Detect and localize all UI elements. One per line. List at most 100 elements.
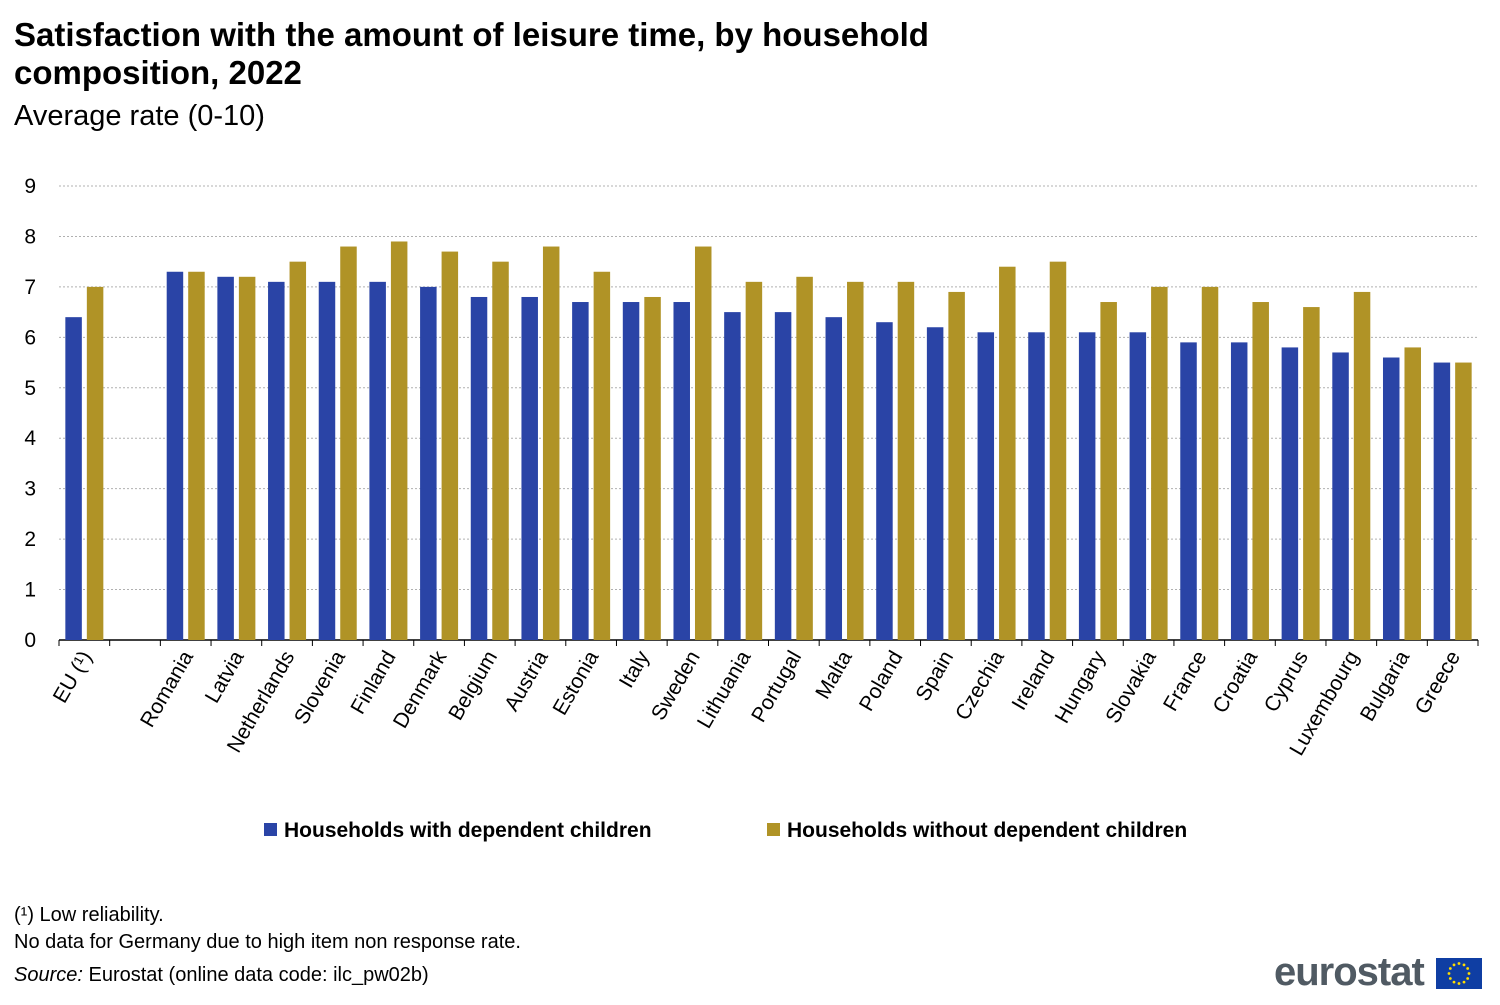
bar-without-children-malta: [847, 281, 864, 640]
y-tick-label-6: 6: [24, 326, 36, 349]
bar-with-children-hungary: [1078, 332, 1096, 640]
bar-with-children-slovakia: [1129, 332, 1147, 640]
x-category-label: Croatia: [1209, 647, 1263, 717]
bar-without-children-france: [1201, 286, 1219, 640]
bar-without-children-croatia: [1252, 302, 1269, 640]
flag-star-icon: [1462, 980, 1466, 984]
bar-without-children-poland: [897, 281, 915, 640]
x-category-label: Slovakia: [1101, 647, 1161, 728]
bar-without-children-italy: [644, 296, 661, 640]
legend: Households with dependent children House…: [0, 816, 1500, 846]
bar-with-children-slovenia: [318, 281, 336, 640]
bar-without-children-greece: [1455, 362, 1472, 640]
bar-without-children-finland: [390, 241, 408, 640]
x-category-label: Romania: [136, 647, 198, 732]
y-tick-label-1: 1: [24, 579, 36, 602]
source-text: Eurostat (online data code: ilc_pw02b): [82, 964, 429, 986]
y-tick-label-0: 0: [24, 629, 36, 652]
bar-with-children-eu-: [65, 317, 82, 640]
bar-without-children-lithuania: [745, 281, 763, 640]
flag-star-icon: [1466, 977, 1470, 980]
bar-without-children-czechia: [999, 266, 1016, 640]
x-category-label: Portugal: [747, 647, 806, 726]
bar-with-children-czechia: [977, 332, 995, 640]
x-category-label: Czechia: [951, 647, 1009, 724]
bar-without-children-austria: [542, 246, 560, 641]
bar-with-children-malta: [825, 317, 843, 640]
bar-without-children-hungary: [1100, 302, 1117, 640]
bar-with-children-spain: [926, 327, 944, 640]
flag-star-icon: [1457, 962, 1461, 965]
eurostat-logo-text: eurostat: [1274, 950, 1425, 994]
bar-with-children-italy: [622, 302, 640, 640]
legend-label-with-children: Households with dependent children: [284, 819, 652, 842]
eu-flag-icon: [1436, 958, 1482, 989]
x-category-label: Finland: [346, 647, 400, 718]
bar-with-children-latvia: [217, 276, 234, 640]
bar-with-children-luxembourg: [1332, 352, 1349, 640]
y-tick-label-8: 8: [24, 225, 36, 248]
flag-star-icon: [1448, 967, 1452, 970]
eurostat-logo: eurostat: [1274, 952, 1484, 992]
bar-with-children-netherlands: [268, 281, 285, 640]
x-category-label: Ireland: [1008, 647, 1060, 714]
y-tick-label-9: 9: [24, 175, 36, 198]
bar-with-children-romania: [166, 271, 184, 640]
chart-subtitle: Average rate (0-10): [14, 100, 265, 132]
x-category-label: Spain: [911, 647, 958, 705]
x-category-label: Cyprus: [1260, 647, 1313, 716]
bar-with-children-ireland: [1028, 332, 1045, 640]
bar-without-children-ireland: [1049, 261, 1067, 640]
bar-without-children-spain: [948, 291, 965, 640]
x-category-label: Malta: [811, 647, 857, 703]
bar-without-children-slovakia: [1151, 286, 1168, 640]
flag-star-icon: [1448, 977, 1452, 980]
flag-star-icon: [1457, 982, 1461, 985]
source-note: Source: Eurostat (online data code: ilc_…: [14, 962, 429, 988]
flag-star-icon: [1466, 967, 1470, 970]
x-category-label: Sweden: [647, 647, 705, 724]
y-tick-label-4: 4: [24, 427, 36, 450]
bar-with-children-croatia: [1230, 342, 1248, 640]
footnote-low-reliability: (¹) Low reliability.: [14, 904, 164, 926]
bar-without-children-netherlands: [289, 261, 307, 640]
bar-without-children-cyprus: [1303, 307, 1320, 640]
bar-with-children-estonia: [572, 302, 589, 640]
y-tick-label-5: 5: [24, 377, 36, 400]
bar-with-children-austria: [521, 296, 538, 640]
bar-without-children-eu-: [86, 286, 104, 640]
bar-without-children-portugal: [796, 276, 813, 640]
legend-swatch-without-children: [767, 823, 780, 836]
x-category-label: Latvia: [201, 647, 249, 707]
bar-with-children-denmark: [420, 286, 437, 640]
bar-without-children-belgium: [492, 261, 509, 640]
x-category-label: Poland: [855, 647, 908, 715]
bar-with-children-poland: [876, 322, 893, 640]
bar-without-children-estonia: [593, 271, 611, 640]
bar-without-children-luxembourg: [1353, 291, 1371, 640]
bar-with-children-portugal: [774, 312, 792, 640]
flag-star-icon: [1467, 972, 1471, 975]
x-category-label: Austria: [500, 647, 553, 715]
flag-star-icon: [1452, 980, 1456, 984]
flag-star-icon: [1447, 972, 1451, 975]
bar-without-children-latvia: [238, 276, 256, 640]
y-tick-label-3: 3: [24, 478, 36, 501]
bar-with-children-finland: [369, 281, 386, 640]
x-category-label: Italy: [615, 647, 654, 692]
flag-star-icon: [1452, 963, 1456, 967]
bar-with-children-greece: [1433, 362, 1451, 640]
legend-item-with-children: Households with dependent children: [264, 816, 652, 846]
legend-item-without-children: Households without dependent children: [767, 816, 1187, 846]
footnote-germany: No data for Germany due to high item non…: [14, 931, 521, 953]
x-category-label: EU (¹): [49, 647, 97, 707]
x-category-label: France: [1159, 647, 1212, 715]
bar-without-children-romania: [188, 271, 205, 640]
legend-swatch-with-children: [264, 823, 277, 836]
x-category-label: Estonia: [549, 647, 604, 719]
bar-with-children-bulgaria: [1382, 357, 1400, 640]
bar-without-children-sweden: [694, 246, 712, 641]
x-category-label: Greece: [1411, 647, 1465, 718]
bar-without-children-denmark: [441, 251, 459, 641]
